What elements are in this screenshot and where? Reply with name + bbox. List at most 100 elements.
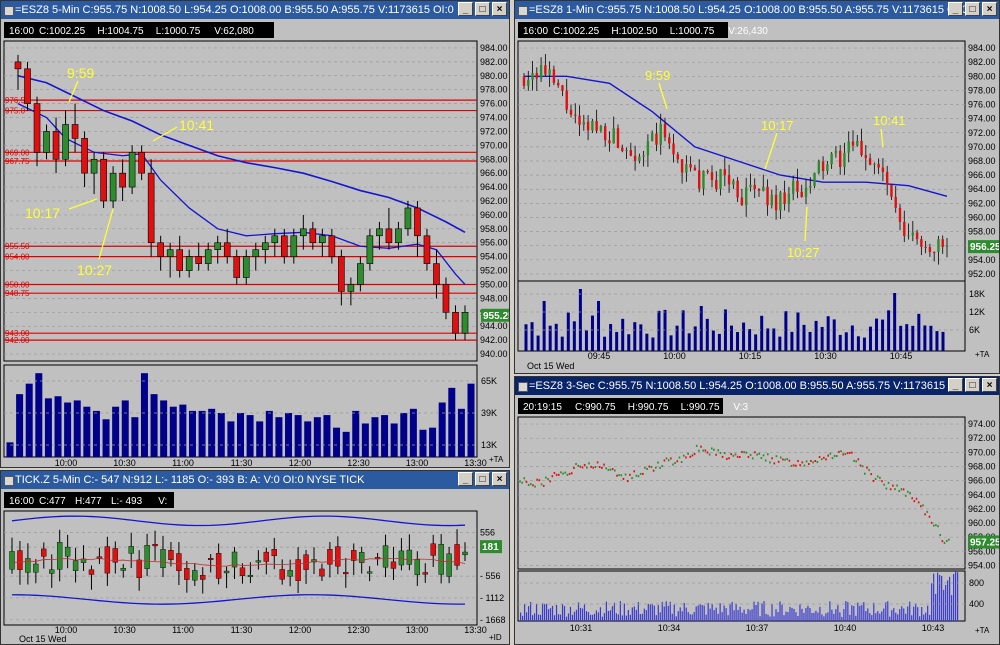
es-5min-titlebar[interactable]: =ESZ8 5-Min C:955.75 N:1008.50 L:954.25 … [1,1,509,19]
candle-body [749,184,752,188]
tick-mark [846,452,849,455]
annotation-959: 9:59 [67,65,94,81]
volume-bar [729,604,731,621]
volume-bar [829,601,831,621]
y-tick-label: 974.00 [480,113,508,123]
volume-bar [54,396,62,457]
volume-bar [208,408,216,457]
volume-bar [589,614,592,621]
tick-mark [928,515,931,518]
volume-bar [955,571,957,621]
volume-bar [736,332,740,351]
candle-body [697,170,701,189]
candle-body [343,572,349,575]
y-tick-label: 984.00 [968,43,996,53]
tick-window[interactable]: TICK.Z 5-Min C:- 547 N:912 L:- 1185 O:- … [0,470,510,645]
lower-band [11,594,466,605]
tick-mark [592,466,595,469]
volume-bar [719,603,721,621]
date-label: Oct 15 Wed [19,634,66,644]
minimize-button[interactable]: _ [948,378,963,392]
minimize-button[interactable]: _ [948,2,963,16]
close-button[interactable]: × [492,472,507,486]
volume-bar [707,603,709,621]
es-1min-chart[interactable]: 16:00 C:1002.25 H:1002.50 L:1000.75 V:26,430… [515,19,999,373]
tick-mark [868,469,870,472]
candle-body [184,568,190,580]
minimize-button[interactable]: _ [458,2,473,16]
es-1min-window[interactable]: =ESZ8 1-Min C:955.75 N:1008.50 L:954.25 … [514,0,1000,374]
y-tick-label: 948.00 [480,293,508,303]
tick-mark [553,472,556,475]
tick-mark [609,468,612,471]
minimize-button[interactable]: _ [458,472,473,486]
volume-bar [160,400,168,457]
info-bar [518,22,728,38]
tick-titlebar[interactable]: TICK.Z 5-Min C:- 547 N:912 L:- 1185 O:- … [1,471,509,489]
candle-body [723,169,727,176]
volume-bar [693,611,695,621]
volume-bar [725,608,727,621]
close-button[interactable]: × [982,2,997,16]
tick-mark [670,457,672,460]
tick-mark [801,461,804,464]
tick-mark [825,458,827,461]
es-5min-chart[interactable]: 16:00 C:1002.25 H:1004.75 L:1000.75 V:62,080… [1,19,509,467]
tick-mark [536,478,539,481]
tick-mark [568,472,571,475]
y-tick-label: 956.00 [480,238,508,248]
volume-bar [923,614,925,621]
vol-tick-label: 13K [481,440,497,450]
candle-body [406,549,413,565]
candle-body [144,545,150,569]
es-5min-window[interactable]: =ESZ8 5-Min C:955.75 N:1008.50 L:954.25 … [0,0,510,468]
close-button[interactable]: × [982,378,997,392]
volume-bar [923,325,927,351]
volume-bar [766,328,770,351]
volume-bar [438,402,446,457]
volume-bar [419,429,427,457]
candle-body [715,179,718,189]
es-3sec-window[interactable]: =ESZ8 3-Sec C:955.75 N:1008.50 L:954.25 … [514,376,1000,645]
tick-mark [581,466,584,469]
volume-bar [547,609,550,621]
chart-window-icon[interactable] [518,382,528,392]
volume-bar [881,611,883,621]
tick-mark [926,510,929,513]
es-3sec-chart[interactable]: 20:19:15 C:990.75 H:990.75 L:990.75 V:3 974.0… [515,395,999,644]
chart-window-icon[interactable] [518,6,528,16]
maximize-button[interactable]: □ [965,2,980,16]
volume-bar [957,572,959,621]
maximize-button[interactable]: □ [475,2,490,16]
annotation-1041: 10:41 [179,117,214,133]
volume-bar [565,616,568,621]
volume-bar [256,421,264,457]
x-tick-label: 10:30 [814,351,837,361]
chart-window-icon[interactable] [4,476,14,486]
close-button[interactable]: × [492,2,507,16]
candle-body [128,152,136,188]
tick-chart[interactable]: 16:00 C:477 H:477 L:- 493 V: 556 - 556 - 1112 - … [1,489,509,644]
maximize-button[interactable]: □ [475,472,490,486]
volume-bar [919,616,921,621]
volume-bar [687,333,691,351]
es-3sec-titlebar[interactable]: =ESZ8 3-Sec C:955.75 N:1008.50 L:954.25 … [515,377,999,395]
candle-body [650,133,654,142]
y-tick-label: 984.00 [480,43,508,53]
volume-bar [577,602,580,621]
tick-mark [639,472,642,475]
info-h: H:990.75 [628,402,669,413]
chart-window-icon[interactable] [4,6,14,16]
annotation-pointer [68,80,79,103]
volume-bar [342,431,350,457]
volume-bar [169,406,177,457]
candle-body [791,180,795,194]
tick-mark [637,475,640,478]
tick-mark [667,459,670,462]
volume-bar [771,604,773,621]
y-tick-label: 966.00 [480,168,508,178]
maximize-button[interactable]: □ [965,378,980,392]
candle-body [706,170,709,173]
volume-bar [785,611,787,621]
es-1min-titlebar[interactable]: =ESZ8 1-Min C:955.75 N:1008.50 L:954.25 … [515,1,999,19]
